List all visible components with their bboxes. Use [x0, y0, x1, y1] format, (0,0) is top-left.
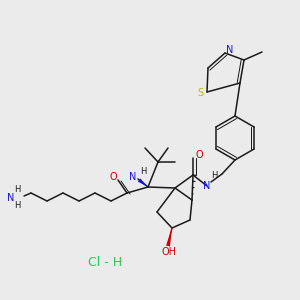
- Text: S: S: [197, 88, 203, 98]
- Text: H: H: [211, 172, 217, 181]
- Text: N: N: [129, 172, 137, 182]
- Text: OH: OH: [161, 247, 176, 257]
- Polygon shape: [166, 228, 172, 246]
- Text: N: N: [203, 181, 211, 191]
- Polygon shape: [138, 178, 148, 187]
- Text: O: O: [109, 172, 117, 182]
- Text: N: N: [226, 45, 234, 55]
- Text: O: O: [195, 150, 203, 160]
- Text: H: H: [140, 167, 146, 176]
- Text: H: H: [14, 185, 20, 194]
- Text: N: N: [7, 193, 15, 203]
- Text: H: H: [14, 202, 20, 211]
- Text: Cl - H: Cl - H: [88, 256, 122, 268]
